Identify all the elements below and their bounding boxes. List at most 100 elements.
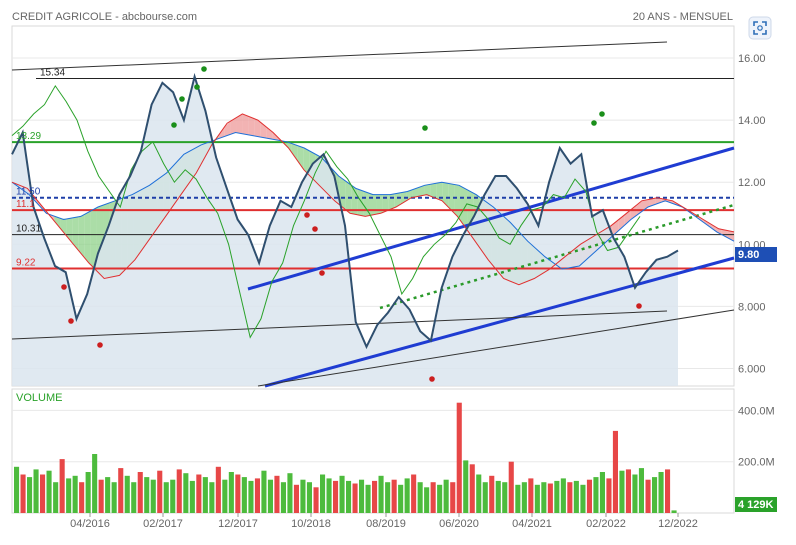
volume-bar bbox=[560, 478, 566, 513]
cloud-segment bbox=[642, 199, 650, 211]
volume-bar bbox=[313, 487, 319, 513]
volume-bar bbox=[638, 468, 644, 513]
cloud-segment bbox=[230, 117, 237, 135]
volume-bar bbox=[547, 483, 553, 513]
fractal-point-green bbox=[194, 84, 200, 90]
volume-bar bbox=[365, 484, 371, 513]
cloud-segment bbox=[703, 219, 710, 227]
x-tick-label: 04/2021 bbox=[512, 518, 552, 530]
last-volume-badge: 4 129K bbox=[735, 497, 777, 512]
volume-bar bbox=[665, 469, 671, 513]
volume-bar bbox=[528, 478, 534, 513]
volume-bar bbox=[612, 430, 618, 513]
volume-bar bbox=[33, 469, 39, 513]
volume-bar bbox=[98, 479, 104, 513]
price-tick-label: 12.00 bbox=[738, 177, 766, 189]
level-label: 9.22 bbox=[16, 258, 36, 269]
x-tick-label: 02/2017 bbox=[143, 518, 183, 530]
cloud-segment bbox=[351, 185, 358, 215]
volume-bar bbox=[72, 475, 78, 513]
volume-bar bbox=[437, 484, 443, 513]
fractal-point-red bbox=[97, 342, 103, 348]
x-tick-label: 12/2022 bbox=[658, 518, 698, 530]
cloud-segment bbox=[412, 187, 419, 198]
volume-bar bbox=[404, 478, 410, 513]
volume-bar bbox=[352, 483, 358, 513]
cloud-segment bbox=[297, 145, 304, 169]
volume-bar bbox=[443, 479, 449, 513]
volume-bar bbox=[632, 474, 638, 513]
cloud-segment bbox=[339, 176, 346, 210]
volume-bar bbox=[424, 487, 430, 513]
volume-bar bbox=[144, 477, 150, 513]
volume-bar bbox=[131, 482, 137, 513]
cloud-segment bbox=[72, 216, 79, 251]
volume-bar bbox=[339, 475, 345, 513]
chart-period-label: 20 ANS - MENSUEL bbox=[633, 11, 733, 23]
fractal-point-green bbox=[201, 66, 207, 72]
volume-bar bbox=[625, 469, 631, 513]
fractal-points bbox=[61, 66, 642, 382]
last-volume-label: 4 129K bbox=[738, 499, 774, 511]
x-axis-labels: 04/2016 02/2017 12/2017 10/2018 08/2019 06/20… bbox=[70, 513, 698, 530]
price-tick-label: 6.000 bbox=[738, 364, 766, 376]
volume-bar bbox=[85, 472, 91, 513]
indicator-series-line bbox=[11, 131, 735, 270]
volume-bar bbox=[599, 472, 605, 513]
volume-bar bbox=[606, 478, 612, 513]
volume-bar bbox=[580, 484, 586, 513]
volume-bar bbox=[20, 474, 26, 513]
volume-bar bbox=[508, 461, 514, 513]
x-tick-label: 12/2017 bbox=[218, 518, 258, 530]
volume-bar bbox=[534, 484, 540, 513]
cloud-segment bbox=[248, 116, 255, 136]
price-tick-label: 8.000 bbox=[738, 301, 766, 313]
volume-bar bbox=[521, 482, 527, 513]
volume-bar bbox=[222, 479, 228, 513]
long-trendline-bottom bbox=[257, 309, 735, 387]
expand-icon[interactable] bbox=[748, 16, 772, 40]
fractal-point-red bbox=[429, 376, 435, 382]
volume-bar bbox=[554, 480, 560, 513]
volume-bar bbox=[53, 482, 59, 513]
cloud-segment bbox=[90, 207, 97, 272]
volume-bar bbox=[274, 475, 280, 513]
cloud-segment bbox=[394, 192, 401, 208]
fractal-point-green bbox=[422, 125, 428, 131]
level-label: 15.34 bbox=[40, 67, 65, 78]
volume-panel: VOLUME 400.0M 200.0M 4 129K bbox=[11, 388, 777, 514]
fractal-point-red bbox=[61, 284, 67, 290]
volume-bar bbox=[209, 482, 215, 513]
level-label: 11.1 bbox=[16, 199, 35, 210]
long-trendline-lower bbox=[11, 310, 668, 340]
indicator-series-line bbox=[11, 113, 735, 286]
dotted-trendline bbox=[379, 203, 735, 310]
last-price-label: 9.80 bbox=[738, 249, 759, 261]
volume-bar bbox=[66, 478, 72, 513]
volume-bar bbox=[398, 484, 404, 513]
volume-bar bbox=[300, 479, 306, 513]
volume-bar bbox=[476, 474, 482, 513]
price-tick-label: 14.00 bbox=[738, 115, 766, 127]
fractal-point-red bbox=[304, 212, 310, 218]
volume-bar bbox=[378, 475, 384, 513]
fractal-point-red bbox=[319, 270, 325, 276]
volume-bar bbox=[92, 454, 98, 513]
volume-bar bbox=[463, 460, 469, 513]
volume-bar bbox=[326, 478, 332, 513]
volume-bar bbox=[202, 477, 208, 513]
fractal-point-green bbox=[179, 96, 185, 102]
volume-bar bbox=[235, 474, 241, 513]
fractal-point-green bbox=[171, 122, 177, 128]
volume-bar bbox=[118, 468, 124, 513]
volume-bar bbox=[541, 482, 547, 513]
volume-bar bbox=[157, 470, 163, 513]
volume-bar bbox=[489, 475, 495, 513]
chart-source-label: CREDIT AGRICOLE - abcbourse.com bbox=[12, 11, 197, 23]
volume-bar bbox=[417, 482, 423, 513]
cloud-segment bbox=[424, 184, 431, 197]
volume-bar bbox=[241, 477, 247, 513]
